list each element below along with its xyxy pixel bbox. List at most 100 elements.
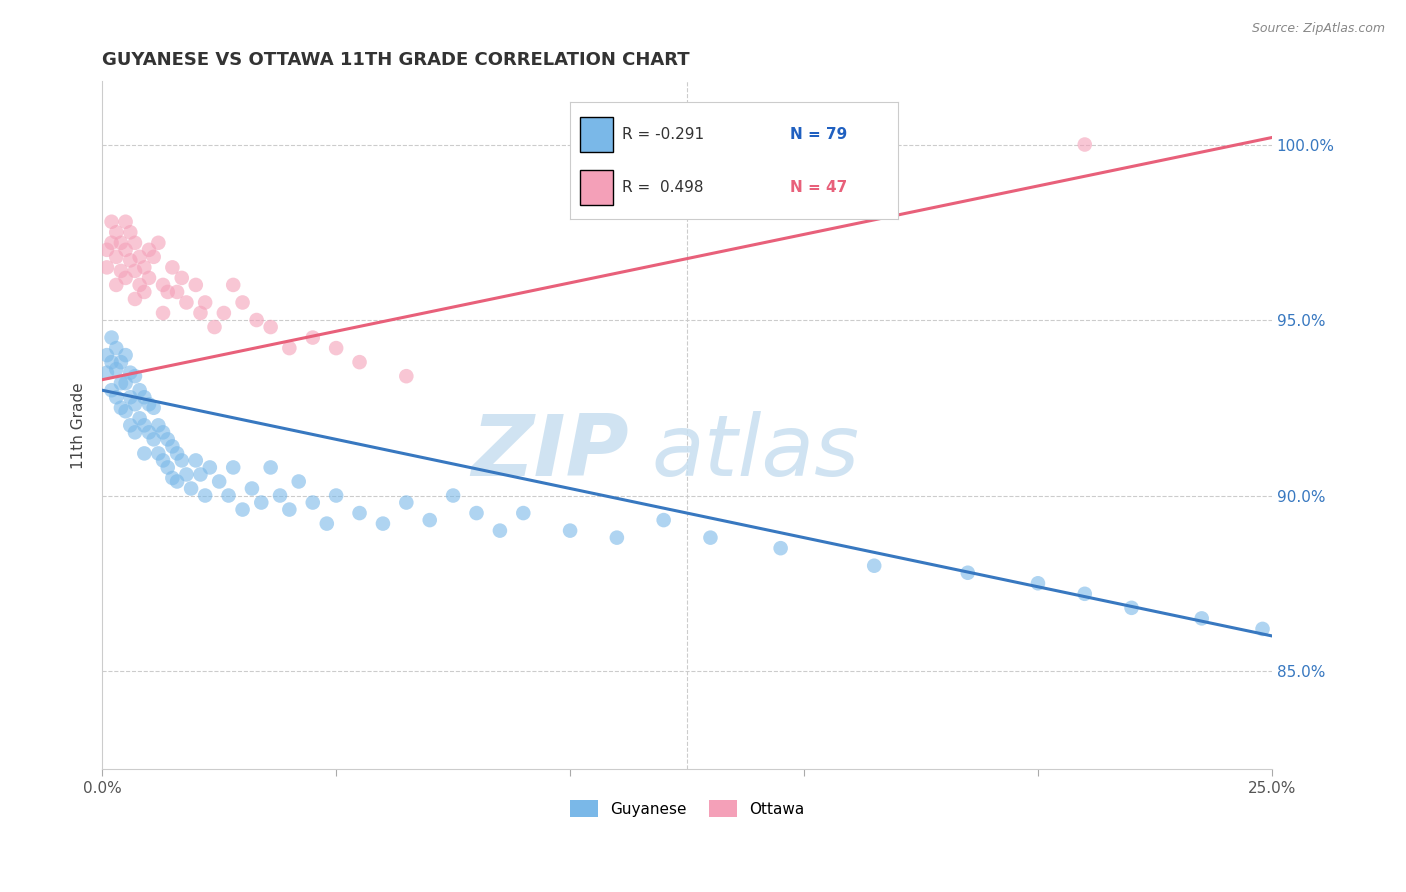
Point [1251, 622, 1274, 636]
Point [105, 250, 128, 264]
Point [138, 397, 160, 411]
Point [120, 225, 142, 239]
Point [222, 460, 245, 475]
Point [246, 313, 269, 327]
Point [152, 453, 174, 467]
Point [96, 260, 118, 275]
Point [138, 425, 160, 440]
Point [652, 513, 675, 527]
Point [1074, 137, 1097, 152]
Point [124, 235, 146, 250]
Point [142, 433, 165, 447]
Point [152, 425, 174, 440]
Point [250, 495, 273, 509]
Point [105, 390, 128, 404]
Point [232, 502, 254, 516]
Point [176, 295, 198, 310]
Point [162, 260, 184, 275]
Point [128, 277, 150, 292]
Point [166, 475, 188, 489]
Point [110, 355, 132, 369]
Point [269, 489, 291, 503]
Point [489, 524, 512, 538]
Point [166, 446, 188, 460]
Point [184, 453, 207, 467]
Point [138, 271, 160, 285]
Point [259, 320, 281, 334]
Point [465, 506, 488, 520]
Point [190, 306, 212, 320]
Point [204, 320, 226, 334]
Text: GUYANESE VS OTTAWA 11TH GRADE CORRELATION CHART: GUYANESE VS OTTAWA 11TH GRADE CORRELATIO… [103, 51, 690, 69]
Point [259, 460, 281, 475]
Point [124, 425, 146, 440]
Point [114, 271, 136, 285]
Point [148, 418, 170, 433]
Point [142, 250, 165, 264]
Point [124, 369, 146, 384]
Point [232, 295, 254, 310]
Point [134, 418, 156, 433]
Point [100, 330, 122, 344]
Point [128, 411, 150, 425]
Point [96, 348, 118, 362]
Point [198, 460, 221, 475]
Point [162, 471, 184, 485]
Point [325, 489, 347, 503]
Point [105, 225, 128, 239]
Point [124, 397, 146, 411]
Point [156, 460, 179, 475]
Point [190, 467, 212, 482]
Point [120, 418, 142, 433]
Legend: Guyanese, Ottawa: Guyanese, Ottawa [564, 794, 810, 823]
Point [419, 513, 441, 527]
Point [208, 475, 231, 489]
Point [301, 495, 323, 509]
Point [170, 271, 193, 285]
Point [162, 439, 184, 453]
Point [110, 401, 132, 415]
Point [315, 516, 337, 531]
Point [134, 285, 156, 299]
Point [194, 489, 217, 503]
Point [142, 401, 165, 415]
Point [100, 383, 122, 397]
Point [325, 341, 347, 355]
Point [395, 369, 418, 384]
Point [105, 362, 128, 376]
Point [1121, 600, 1143, 615]
Point [120, 390, 142, 404]
Point [180, 482, 202, 496]
Point [278, 502, 301, 516]
Point [371, 516, 394, 531]
Point [105, 277, 128, 292]
Point [170, 453, 193, 467]
Point [699, 531, 721, 545]
Point [120, 253, 142, 268]
Point [240, 482, 263, 496]
Point [114, 404, 136, 418]
Point [128, 383, 150, 397]
Text: Source: ZipAtlas.com: Source: ZipAtlas.com [1251, 22, 1385, 36]
Point [100, 215, 122, 229]
Point [212, 306, 235, 320]
Point [120, 366, 142, 380]
Point [606, 531, 628, 545]
Point [194, 295, 217, 310]
Point [863, 558, 886, 573]
Point [152, 306, 174, 320]
Point [110, 376, 132, 391]
Point [176, 467, 198, 482]
Point [1191, 611, 1213, 625]
Point [134, 260, 156, 275]
Point [138, 243, 160, 257]
Point [96, 243, 118, 257]
Point [184, 277, 207, 292]
Point [349, 506, 371, 520]
Point [96, 366, 118, 380]
Point [218, 489, 240, 503]
Point [100, 235, 122, 250]
Point [512, 506, 534, 520]
Point [349, 355, 371, 369]
Point [1074, 587, 1097, 601]
